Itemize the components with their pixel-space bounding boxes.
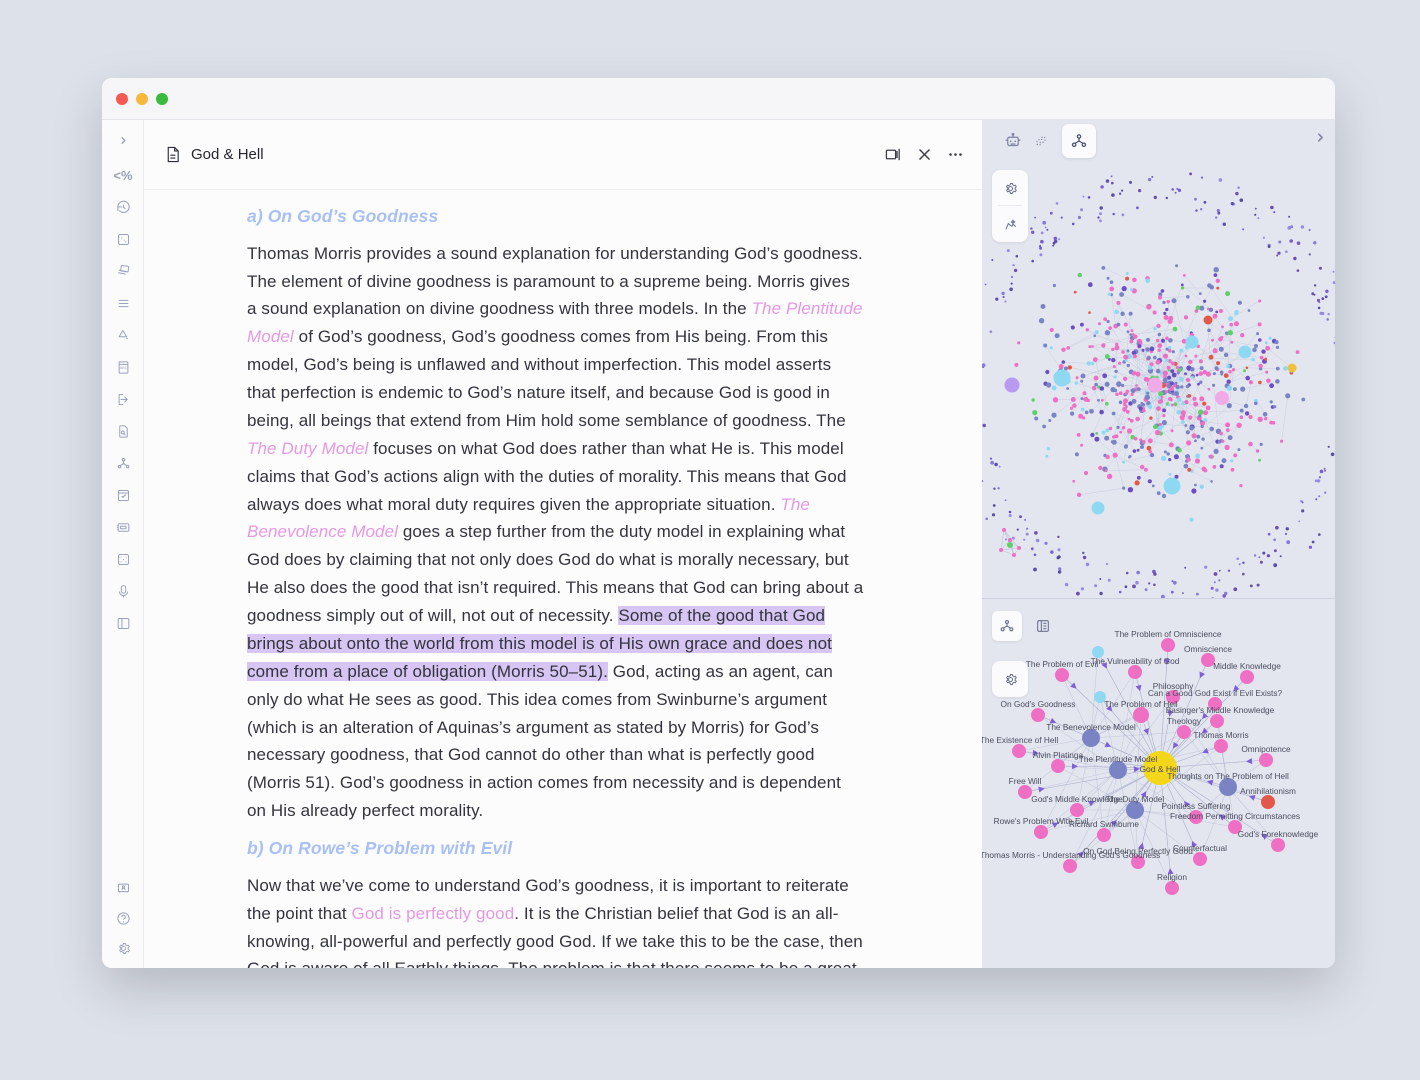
svg-text:On God's Goodness: On God's Goodness [1001, 699, 1076, 709]
svg-text:The Duty Model: The Duty Model [1106, 794, 1165, 804]
svg-text:Can a Good God Exist if Evil E: Can a Good God Exist if Evil Exists? [1148, 688, 1283, 698]
svg-text:Thoughts on The Problem of Hel: Thoughts on The Problem of Hell [1167, 771, 1289, 781]
svg-text:Alvin Platinga: Alvin Platinga [1033, 750, 1084, 760]
svg-text:Pointless Suffering: Pointless Suffering [1161, 801, 1230, 811]
svg-text:Religion: Religion [1157, 872, 1187, 882]
svg-text:Annihilationism: Annihilationism [1240, 786, 1296, 796]
svg-text:Counterfactual: Counterfactual [1173, 843, 1227, 853]
svg-text:ABC: ABC [119, 365, 127, 369]
svg-text:Free Will: Free Will [1009, 776, 1042, 786]
svg-text:God's Foreknowledge: God's Foreknowledge [1238, 829, 1319, 839]
svg-text:Freedom Permitting Circumstanc: Freedom Permitting Circumstances [1170, 811, 1300, 821]
svg-text:The Existence of Hell: The Existence of Hell [982, 735, 1058, 745]
svg-text:Omnipotence: Omnipotence [1241, 744, 1291, 754]
svg-text:The Benevolence Model: The Benevolence Model [1046, 722, 1136, 732]
svg-text:Middle Knowledge: Middle Knowledge [1213, 661, 1281, 671]
svg-text:God & Hell: God & Hell [1139, 764, 1180, 774]
svg-text:Omniscience: Omniscience [1184, 644, 1232, 654]
svg-text:Basinger's Middle Knowledge: Basinger's Middle Knowledge [1166, 705, 1275, 715]
svg-text:The Plentitude Model: The Plentitude Model [1079, 754, 1158, 764]
svg-text:The Vulnerability of God: The Vulnerability of God [1091, 656, 1180, 666]
svg-text:The Problem of Omniscience: The Problem of Omniscience [1115, 629, 1222, 639]
svg-text:Thomas Morris: Thomas Morris [1193, 730, 1248, 740]
svg-text:Richard Swinburne: Richard Swinburne [1069, 819, 1139, 829]
svg-text:The Problem of Evil: The Problem of Evil [1026, 659, 1099, 669]
svg-text:Theology: Theology [1167, 716, 1202, 726]
